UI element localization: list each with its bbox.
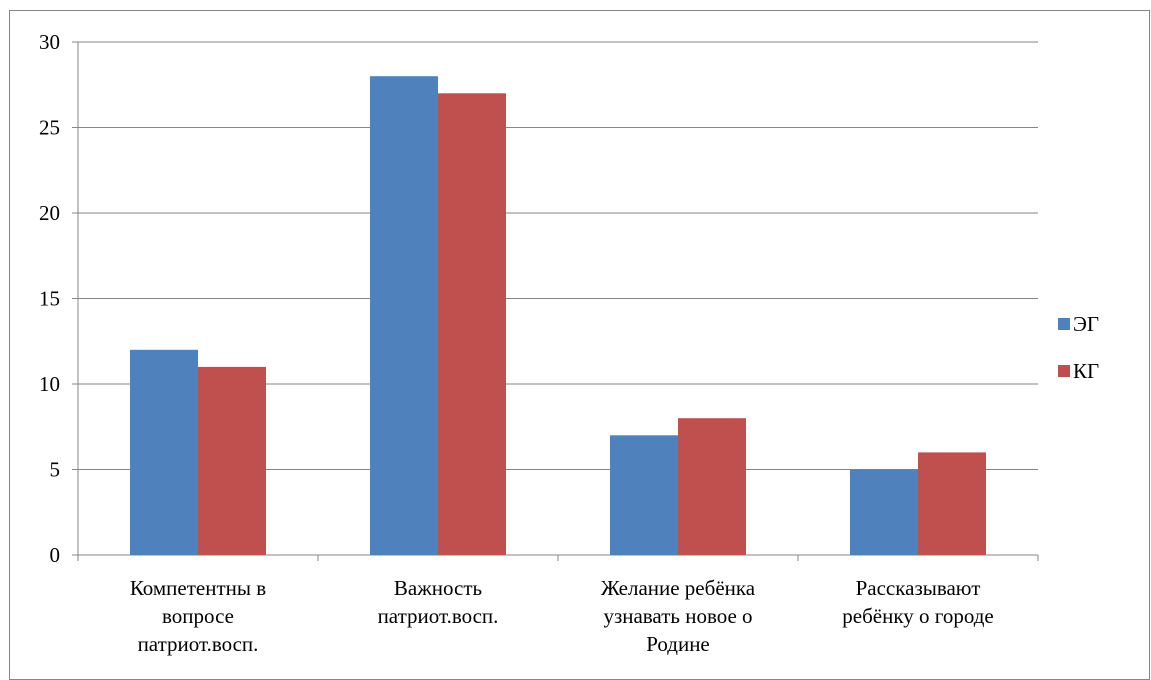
bar-КГ-1 xyxy=(438,93,506,556)
chart-frame xyxy=(9,10,1150,680)
y-tick-label: 5 xyxy=(50,458,61,482)
x-category-label: Желание ребёнка узнавать новое о Родине xyxy=(601,576,756,656)
legend-swatch-КГ xyxy=(1058,365,1070,377)
x-category-label-line: Важность xyxy=(394,576,482,600)
legend-label-КГ: КГ xyxy=(1073,359,1099,383)
x-category-label-line: Компетентны в xyxy=(130,576,266,600)
x-category-label: Важность патриот.восп. xyxy=(378,576,499,628)
legend-swatch-ЭГ xyxy=(1058,318,1070,330)
x-category-label-line: вопросе xyxy=(162,604,234,628)
bar-КГ-3 xyxy=(918,452,986,555)
bar-ЭГ-0 xyxy=(130,349,198,555)
y-tick-label: 0 xyxy=(50,543,61,567)
y-tick-label: 30 xyxy=(39,30,60,54)
legend-label-ЭГ: ЭГ xyxy=(1073,312,1099,336)
x-category-label-line: Рассказывают xyxy=(856,576,981,600)
x-category-label-line: патриот.восп. xyxy=(138,632,259,656)
bar-КГ-0 xyxy=(198,366,266,555)
x-category-label-line: патриот.восп. xyxy=(378,604,499,628)
y-tick-label: 10 xyxy=(39,372,60,396)
x-category-label-line: узнавать новое о xyxy=(603,604,752,628)
y-tick-label: 25 xyxy=(39,116,60,140)
bar-ЭГ-1 xyxy=(370,76,438,555)
bar-ЭГ-3 xyxy=(850,469,918,555)
x-category-label: Рассказывают ребёнку о городе xyxy=(842,576,993,628)
x-category-label-line: Родине xyxy=(646,632,710,656)
x-category-label-line: Желание ребёнка xyxy=(601,576,756,600)
x-category-label: Компетентны в вопросе патриот.восп. xyxy=(130,576,266,656)
y-tick-label: 15 xyxy=(39,287,60,311)
x-category-label-line: ребёнку о городе xyxy=(842,604,993,628)
bar-КГ-2 xyxy=(678,418,746,555)
bar-ЭГ-2 xyxy=(610,435,678,555)
y-tick-label: 20 xyxy=(39,201,60,225)
